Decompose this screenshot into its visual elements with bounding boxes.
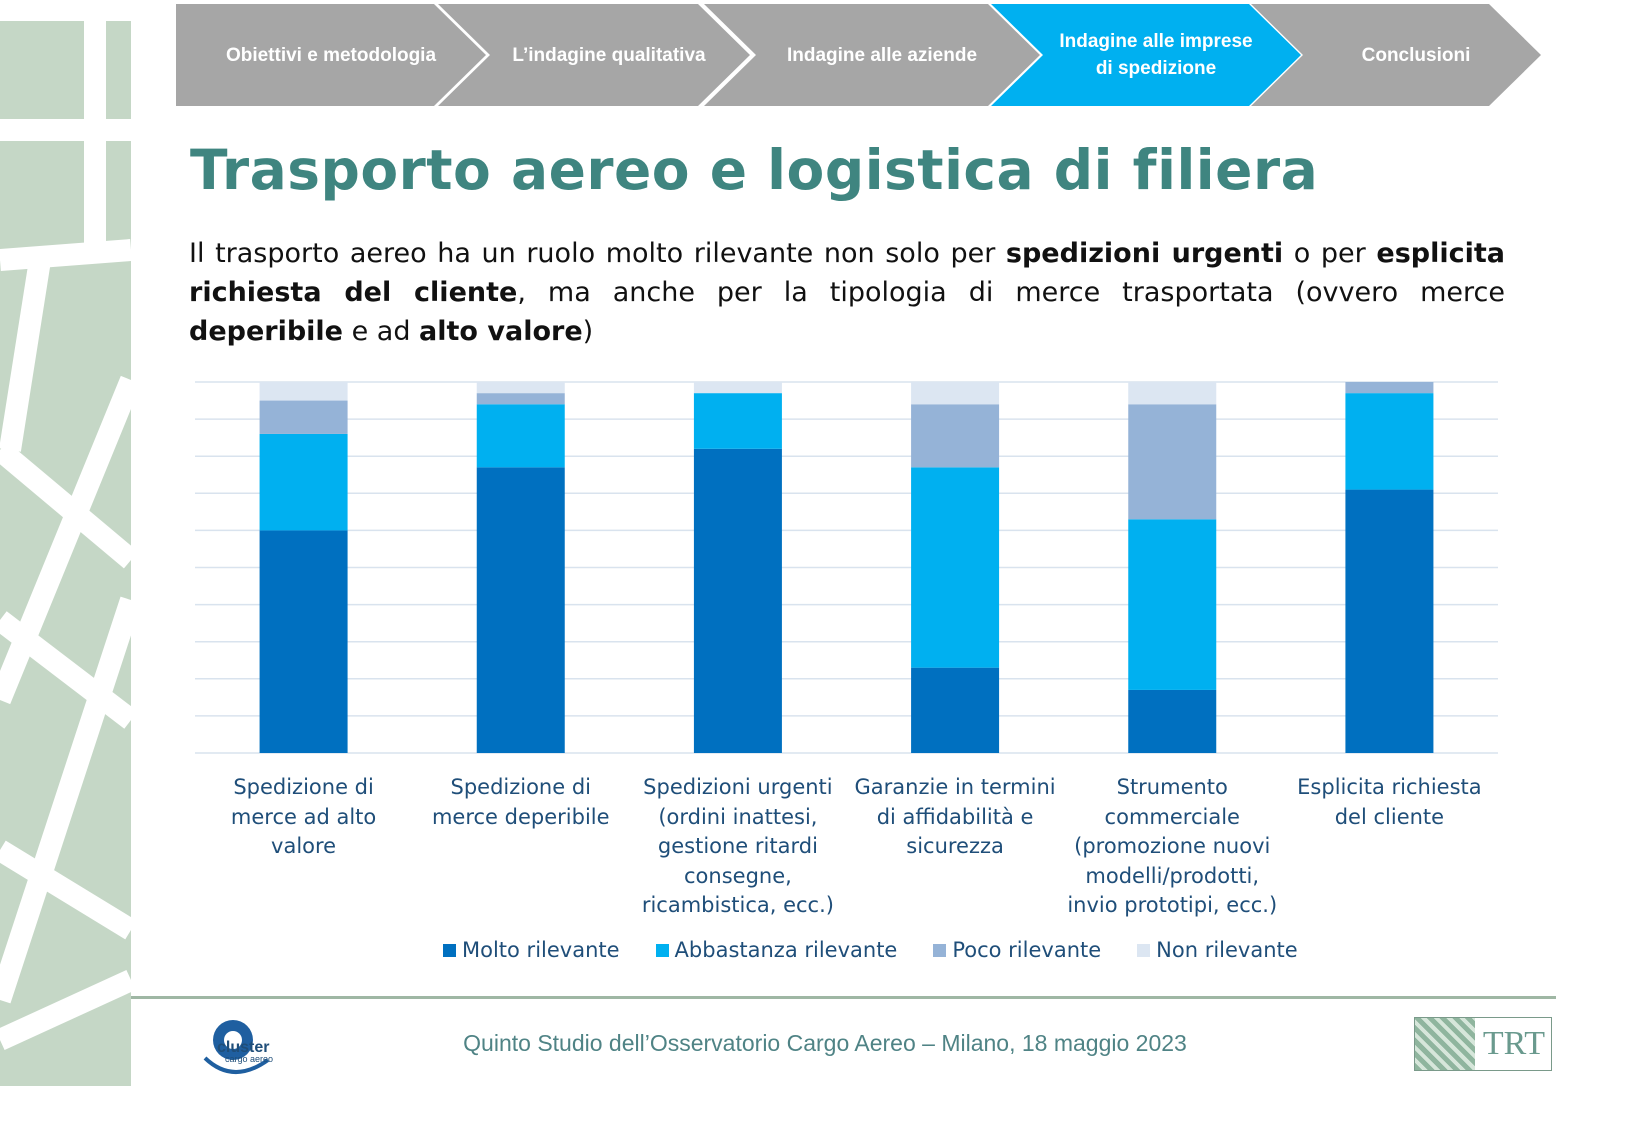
legend-label: Non rilevante bbox=[1156, 938, 1298, 962]
legend-label: Abbastanza rilevante bbox=[674, 938, 898, 962]
bar-segment-poco-rilevante bbox=[476, 393, 565, 405]
legend-label: Molto rilevante bbox=[462, 938, 620, 962]
category-label: Spedizioni urgenti (ordini inattesi, ges… bbox=[641, 775, 834, 917]
legend-item: Non rilevante bbox=[1137, 938, 1298, 962]
bar-segment-poco-rilevante bbox=[1345, 382, 1434, 394]
decorative-map-strip bbox=[0, 0, 131, 1086]
chart-legend: Molto rilevante Abbastanza rilevante Poco … bbox=[443, 938, 1298, 962]
bar-segment-poco-rilevante bbox=[1128, 404, 1217, 520]
breadcrumb: Obiettivi e metodologia L’indagine quali… bbox=[176, 4, 1541, 106]
bar-segment-non-rilevante bbox=[1128, 382, 1217, 405]
paragraph-segment: o per bbox=[1283, 238, 1377, 269]
bar-segment-abbastanza-rilevante bbox=[911, 467, 1000, 668]
svg-text:cluster: cluster bbox=[217, 1039, 269, 1056]
paragraph-segment: , ma anche per la tipologia di merce tra… bbox=[517, 277, 1514, 308]
tab-indagine-aziende[interactable]: Indagine alle aziende bbox=[704, 4, 1040, 106]
bar-segment-molto-rilevante bbox=[1128, 689, 1217, 753]
trt-logo: TRT bbox=[1414, 1017, 1552, 1071]
bar-segment-abbastanza-rilevante bbox=[1345, 393, 1434, 490]
legend-swatch bbox=[933, 943, 947, 957]
bar-segment-non-rilevante bbox=[476, 382, 565, 394]
tab-label: Conclusioni bbox=[1361, 44, 1471, 66]
bar-segment-non-rilevante bbox=[259, 382, 348, 401]
footer-divider bbox=[131, 996, 1556, 999]
bar-segment-molto-rilevante bbox=[911, 667, 1000, 753]
tab-label: L’indagine qualitativa bbox=[512, 44, 706, 66]
legend-swatch bbox=[1137, 943, 1151, 957]
page-title: Trasporto aereo e logistica di filiera bbox=[190, 138, 1319, 202]
bar-segment-non-rilevante bbox=[693, 382, 782, 394]
paragraph-segment: e ad bbox=[343, 316, 420, 347]
legend-item: Molto rilevante bbox=[443, 938, 620, 962]
legend-label: Poco rilevante bbox=[952, 938, 1102, 962]
category-label: Esplicita richiesta del cliente bbox=[1297, 775, 1482, 829]
legend-item: Poco rilevante bbox=[933, 938, 1101, 962]
bar-segment-poco-rilevante bbox=[259, 400, 348, 434]
paragraph-segment: esplicita richiesta del cliente bbox=[189, 238, 1515, 308]
intro-paragraph: Il trasporto aereo ha un ruolo molto ril… bbox=[189, 234, 1505, 351]
bar-segment-molto-rilevante bbox=[1345, 489, 1434, 753]
tab-indagine-qualitativa[interactable]: L’indagine qualitativa bbox=[438, 4, 750, 106]
cluster-cargo-aereo-logo: cluster cargo aereo bbox=[203, 1010, 283, 1078]
footer-text: Quinto Studio dell’Osservatorio Cargo Ae… bbox=[463, 1030, 1187, 1056]
bar-segment-abbastanza-rilevante bbox=[476, 404, 565, 468]
paragraph-segment: alto valore bbox=[419, 316, 583, 347]
category-label: Spedizione di merce deperibile bbox=[431, 775, 610, 829]
bar-segment-molto-rilevante bbox=[259, 530, 348, 753]
bar-segment-molto-rilevante bbox=[476, 467, 565, 753]
tab-label: Obiettivi e metodologia bbox=[225, 44, 437, 66]
legend-item: Abbastanza rilevante bbox=[655, 938, 898, 962]
tab-label: Indagine alle imprese di spedizione bbox=[1059, 31, 1253, 79]
legend-swatch bbox=[443, 943, 456, 957]
tab-label: Indagine alle aziende bbox=[786, 44, 978, 66]
bar-segment-non-rilevante bbox=[911, 382, 1000, 405]
bar-segment-abbastanza-rilevante bbox=[259, 433, 348, 531]
category-label: Garanzie in termini di affidabilità e si… bbox=[854, 775, 1056, 858]
paragraph-segment: ) bbox=[582, 316, 594, 347]
bar-segment-abbastanza-rilevante bbox=[693, 393, 782, 449]
paragraph-segment: deperibile bbox=[189, 316, 343, 347]
paragraph-segment: Il trasporto aereo ha un ruolo molto ril… bbox=[189, 238, 1006, 269]
legend-swatch bbox=[655, 943, 669, 957]
category-label: Strumento commerciale (promozione nuovi … bbox=[1067, 775, 1278, 917]
bar-segment-molto-rilevante bbox=[693, 448, 782, 753]
bar-segment-abbastanza-rilevante bbox=[1128, 519, 1217, 690]
paragraph-segment: spedizioni urgenti bbox=[1005, 238, 1284, 269]
bar-segment-poco-rilevante bbox=[911, 404, 1000, 468]
svg-text:cargo aereo: cargo aereo bbox=[225, 1054, 273, 1064]
tab-obiettivi[interactable]: Obiettivi e metodologia bbox=[176, 4, 486, 106]
category-label: Spedizione di merce ad alto valore bbox=[230, 775, 377, 858]
